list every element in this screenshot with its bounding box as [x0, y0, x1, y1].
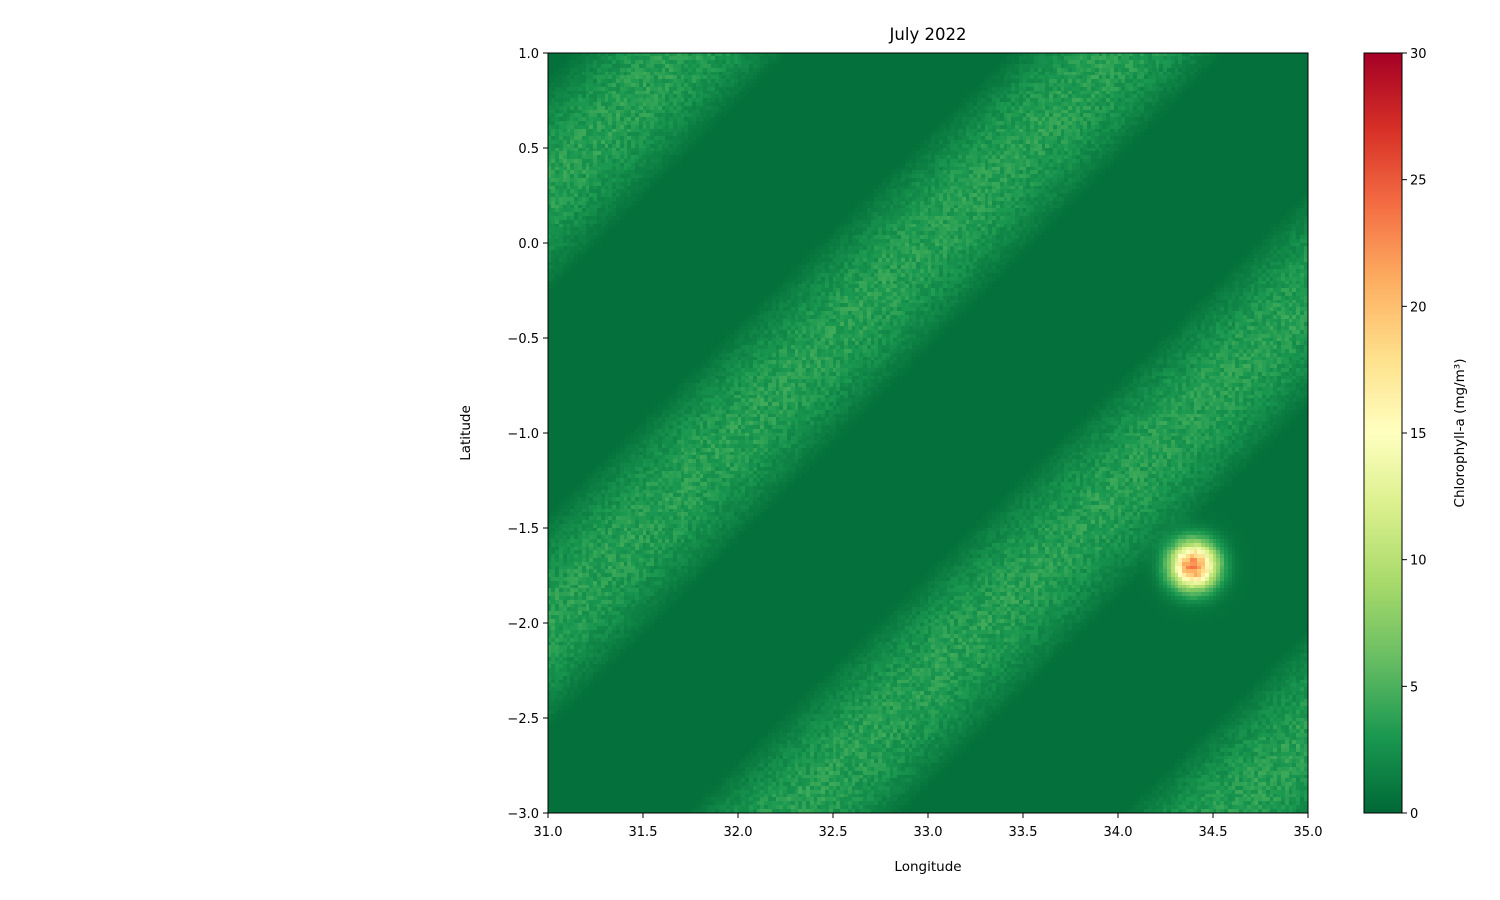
colorbar: 0 5 10 15 20 25 30 Chlorophyll-a (mg/m³) [1363, 47, 1468, 822]
y-tick-label: 1.0 [518, 47, 539, 62]
x-tick-label: 32.0 [724, 825, 753, 840]
heatmap-plot-area [547, 52, 1309, 814]
colorbar-axis: 0 5 10 15 20 25 30 [1402, 47, 1427, 822]
y-tick-label: −1.5 [507, 522, 539, 537]
colorbar-tick-label: 15 [1410, 427, 1427, 442]
x-tick-label: 31.0 [534, 825, 563, 840]
y-tick-label: −2.5 [507, 712, 539, 727]
colorbar-tick-label: 10 [1410, 554, 1427, 569]
x-tick-label: 33.5 [1009, 825, 1038, 840]
heatmap-image [548, 53, 1308, 813]
y-tick-label: −2.0 [507, 617, 539, 632]
y-axis: 1.0 0.5 0.0 −0.5 −1.0 −1.5 −2.0 −2.5 −3.0 [507, 47, 548, 822]
x-axis-label: Longitude [894, 859, 961, 875]
y-tick-label: −0.5 [507, 332, 539, 347]
colorbar-label: Chlorophyll-a (mg/m³) [1452, 359, 1468, 508]
x-axis: 31.0 31.5 32.0 32.5 33.0 33.5 34.0 34.5 35.0 [534, 813, 1323, 840]
y-tick-label: 0.5 [518, 142, 539, 157]
x-tick-label: 32.5 [819, 825, 848, 840]
y-tick-label: −3.0 [507, 807, 539, 822]
colorbar-ramp [1363, 52, 1403, 814]
y-tick-label: −1.0 [507, 427, 539, 442]
colorbar-tick-label: 20 [1410, 300, 1427, 315]
y-axis-label: Latitude [458, 405, 474, 461]
x-tick-label: 31.5 [629, 825, 658, 840]
x-tick-label: 34.5 [1199, 825, 1228, 840]
colorbar-tick-label: 0 [1410, 807, 1418, 822]
colorbar-tick-label: 30 [1410, 47, 1427, 62]
chart-title: July 2022 [889, 25, 967, 44]
colorbar-tick-label: 5 [1410, 680, 1418, 695]
x-tick-label: 34.0 [1104, 825, 1133, 840]
colorbar-tick-label: 25 [1410, 174, 1427, 189]
y-tick-label: 0.0 [518, 237, 539, 252]
x-tick-label: 35.0 [1294, 825, 1323, 840]
heatmap-image-wrapper [548, 53, 1308, 813]
x-tick-label: 33.0 [914, 825, 943, 840]
